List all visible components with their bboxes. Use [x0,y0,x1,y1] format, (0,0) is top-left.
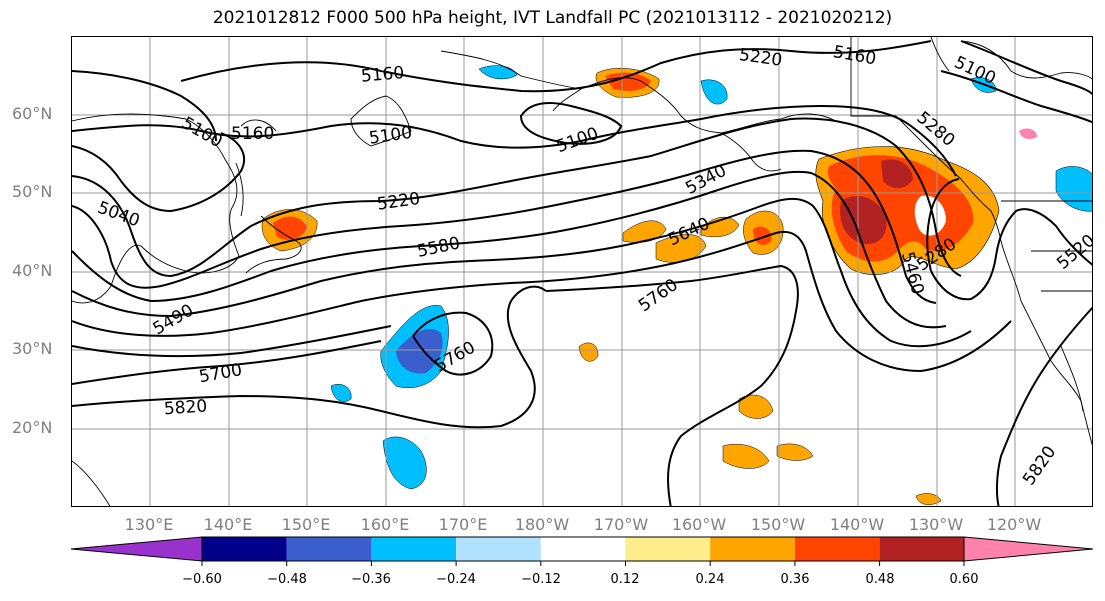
colorbar-tick: 0.48 [865,572,895,587]
lon-label-160e: 160°E [360,515,410,534]
colorbar-tick: −0.24 [436,572,476,587]
ivt-positive-region [655,234,707,263]
map-canvas: 5160 5220 5160 5100 5100 5160 5100 5100 … [72,37,1093,506]
lon-label-130e: 130°E [124,515,174,534]
ivt-negative-region [382,436,427,490]
contour-label: 5520 [1053,231,1093,274]
contour-label: 5580 [415,233,461,262]
contour-label: 5100 [554,124,601,158]
contour-label: 5100 [368,123,414,149]
colorbar-segment [456,537,541,561]
map-panel: 5160 5220 5160 5100 5100 5160 5100 5100 … [71,36,1093,507]
contour-label: 5160 [832,42,878,69]
colorbar-segment [371,537,457,561]
lon-label-150e: 150°E [281,515,331,534]
ivt-positive-region [1019,128,1037,139]
ivt-negative-region [330,383,352,402]
colorbar-segment [794,537,880,561]
lon-label-120w: 120°W [986,515,1042,534]
lat-label-20n: 20°N [12,418,53,437]
lon-label-170w: 170°W [593,515,649,534]
colorbar-tick: −0.12 [521,572,561,587]
lon-label-180w: 180°W [514,515,570,534]
contour-label: 5040 [95,198,142,232]
graticule [72,37,1092,506]
ivt-strong-core [840,196,887,245]
coastlines [72,37,1092,506]
lon-label-150w: 150°W [750,515,806,534]
contour-label: 5160 [360,63,405,87]
ivt-negative-region [1055,166,1092,212]
colorbar-tick: −0.60 [182,572,222,587]
ivt-positive-region [722,443,770,469]
colorbar-segment [540,537,626,561]
colorbar-tick: 0.60 [949,572,979,587]
contour-label: 5280 [913,108,959,151]
lon-label-160w: 160°W [671,515,727,534]
lon-label-140e: 140°E [203,515,253,534]
lat-label-60n: 60°N [12,104,53,123]
ivt-positive-region [776,443,814,461]
colorbar-segment [879,537,964,561]
colorbar-segment [202,537,287,561]
contour-label: 5490 [150,300,197,339]
ivt-negative-region [478,65,518,80]
contour-label: 5760 [635,275,682,316]
contour-label: 5820 [1019,442,1060,489]
ivt-negative-region [700,79,728,105]
height-contours [72,40,1092,506]
lat-label-40n: 40°N [12,261,53,280]
lon-label-170e: 170°E [438,515,488,534]
lat-label-30n: 30°N [12,339,53,358]
colorbar-extend-high [963,536,1094,562]
lon-label-140w: 140°W [829,515,885,534]
colorbar-segment [625,537,711,561]
contour-label: 5100 [178,113,225,152]
contour-label: 5700 [198,360,244,387]
colorbar-tick: 0.12 [610,572,640,587]
colorbar-tick: −0.36 [351,572,391,587]
ivt-negative-core [396,329,443,374]
ivt-positive-region [915,493,942,505]
colorbar-tick: 0.24 [695,572,725,587]
contour-label: 5820 [163,396,208,419]
lon-label-130w: 130°W [908,515,964,534]
ivt-positive-region [578,342,599,362]
ivt-positive-region [700,217,740,238]
lat-label-50n: 50°N [12,182,53,201]
colorbar-segment [286,537,372,561]
ivt-strong-core-north [881,159,913,189]
colorbar-tick: −0.48 [267,572,307,587]
contour-label: 5160 [231,124,274,144]
colorbar-extend-low [70,536,203,562]
ivt-positive-region [738,394,774,419]
ivt-positive-region [622,220,667,243]
colorbar-tick: 0.36 [780,572,810,587]
map-title: 2021012812 F000 500 hPa height, IVT Land… [212,8,893,28]
colorbar-segment [710,537,795,561]
